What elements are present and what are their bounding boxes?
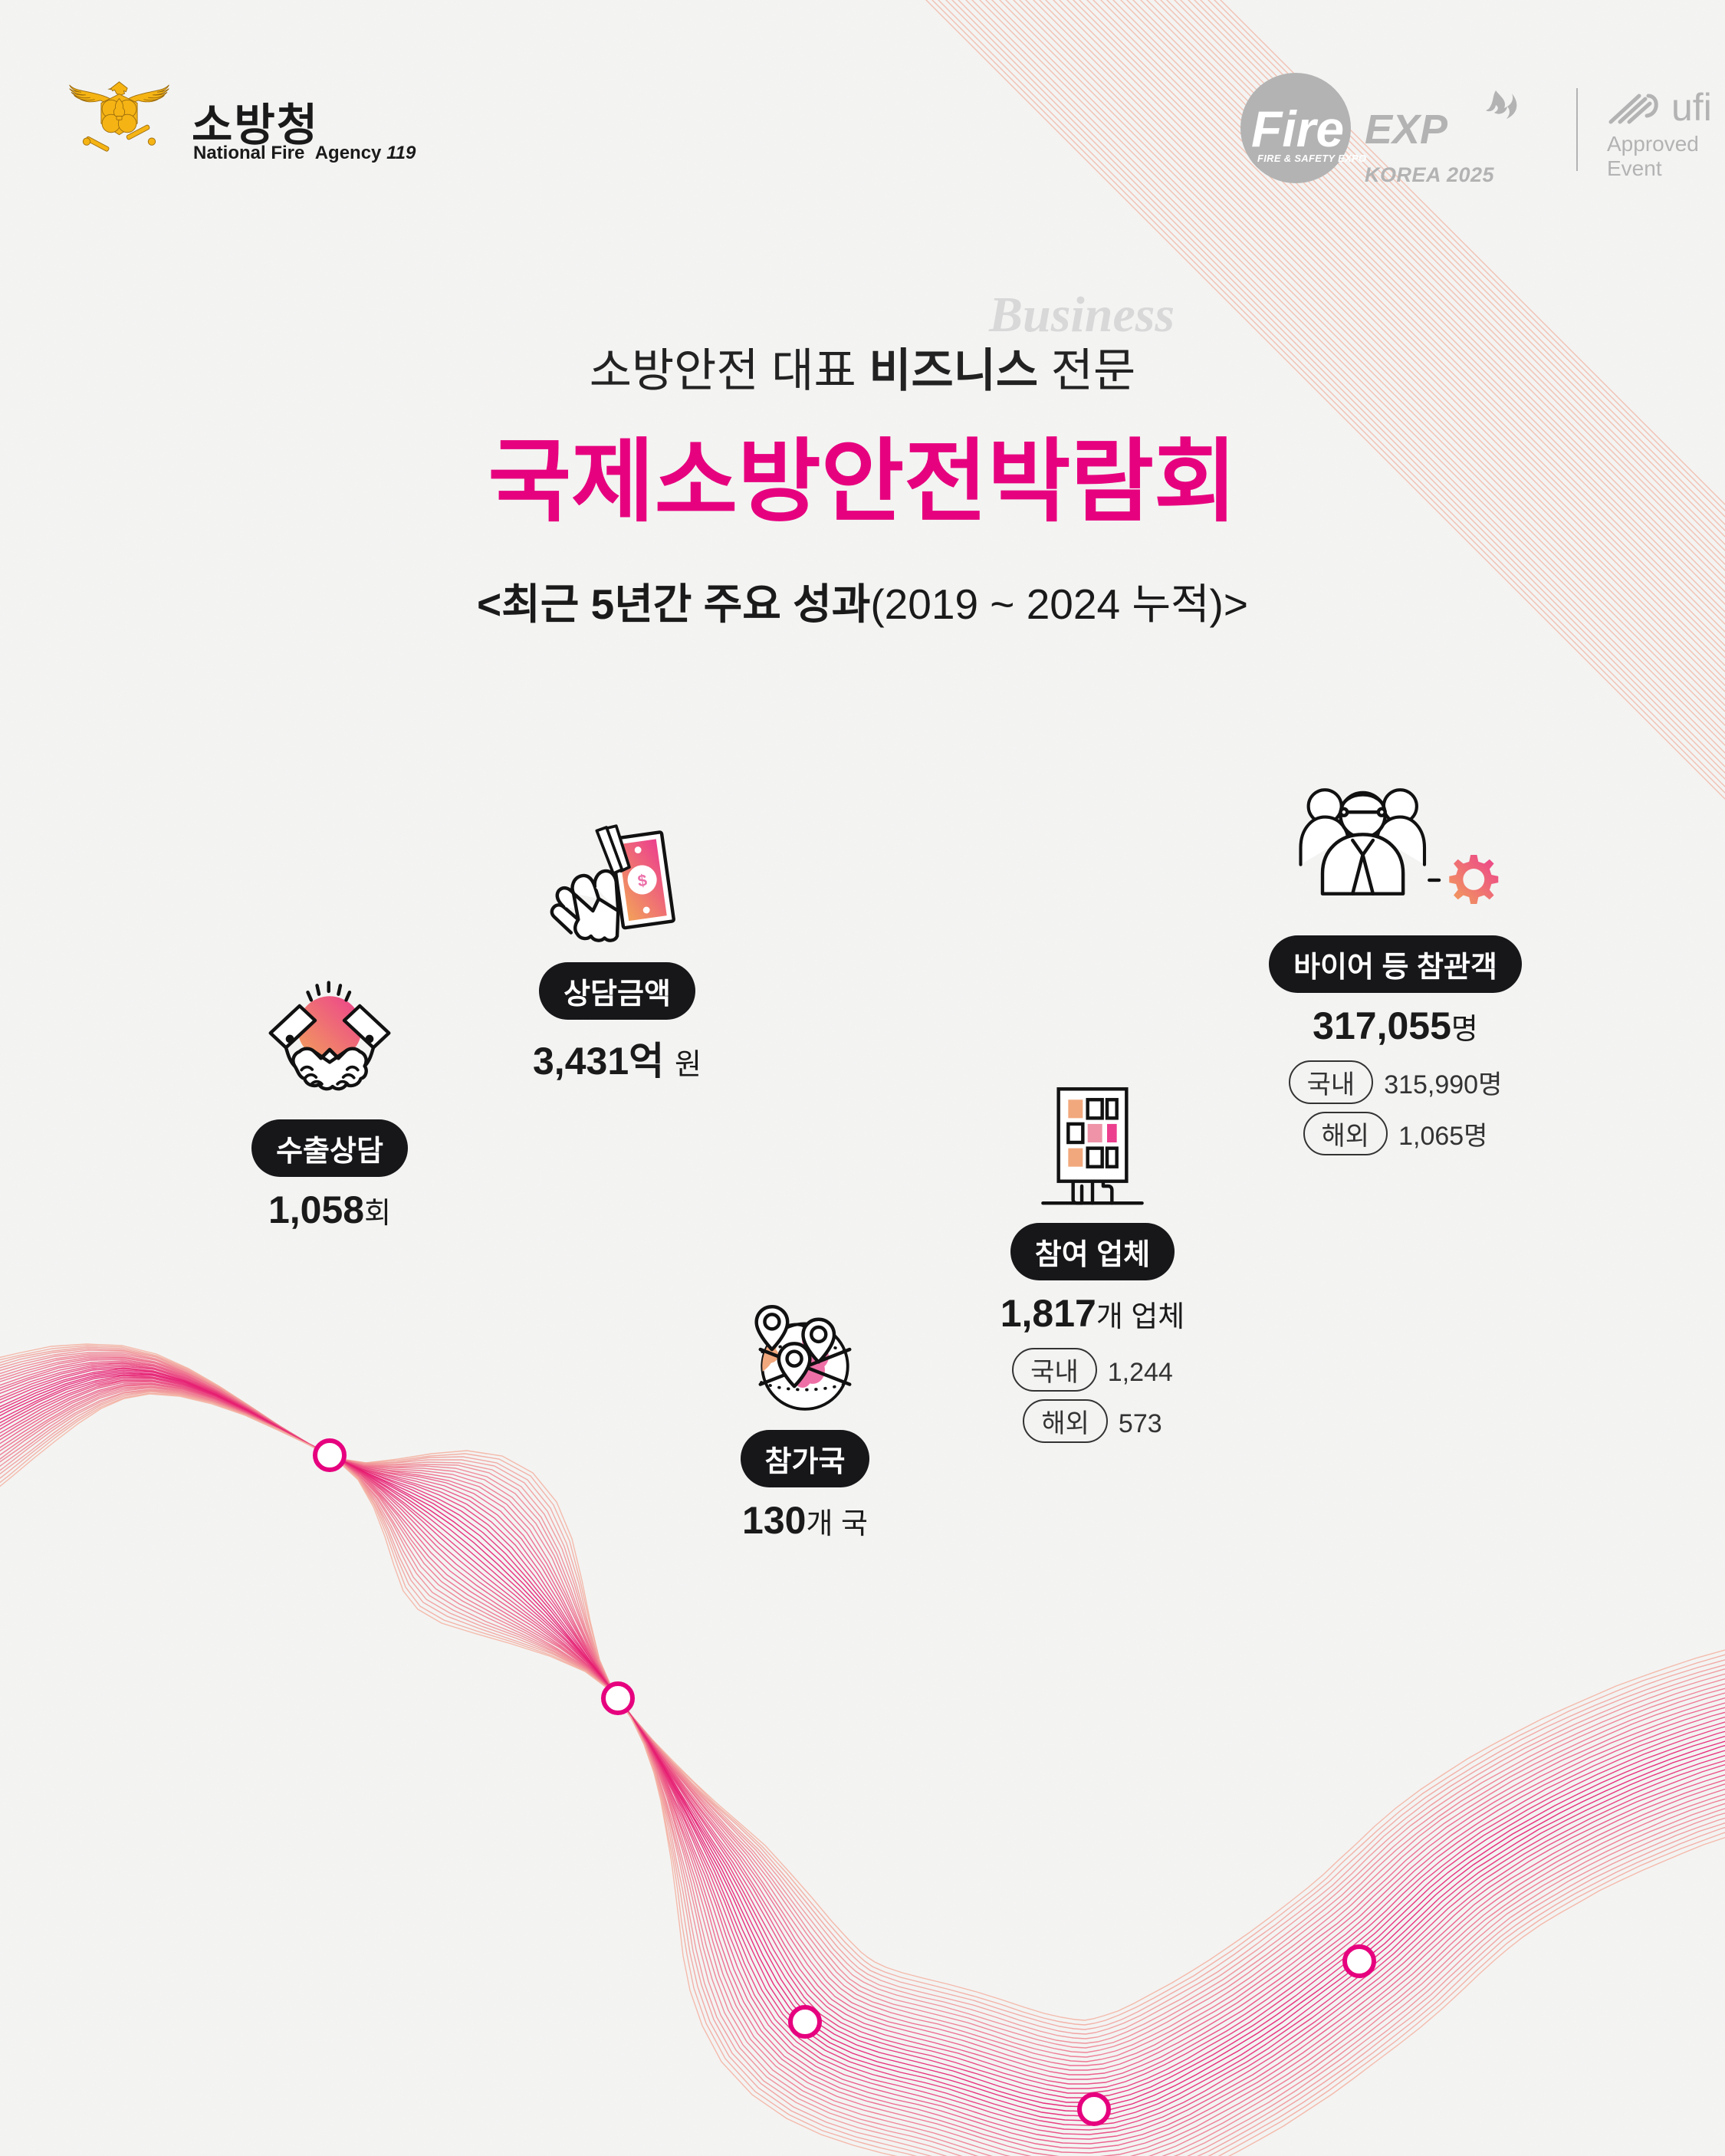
svg-text:ufi: ufi	[1671, 86, 1712, 128]
svg-text:Fire: Fire	[1251, 100, 1344, 157]
svg-text:KOREA 2025: KOREA 2025	[1365, 163, 1495, 186]
svg-text:EXP: EXP	[1365, 107, 1448, 153]
svg-text:FIRE & SAFETY EXPO: FIRE & SAFETY EXPO	[1257, 153, 1366, 164]
